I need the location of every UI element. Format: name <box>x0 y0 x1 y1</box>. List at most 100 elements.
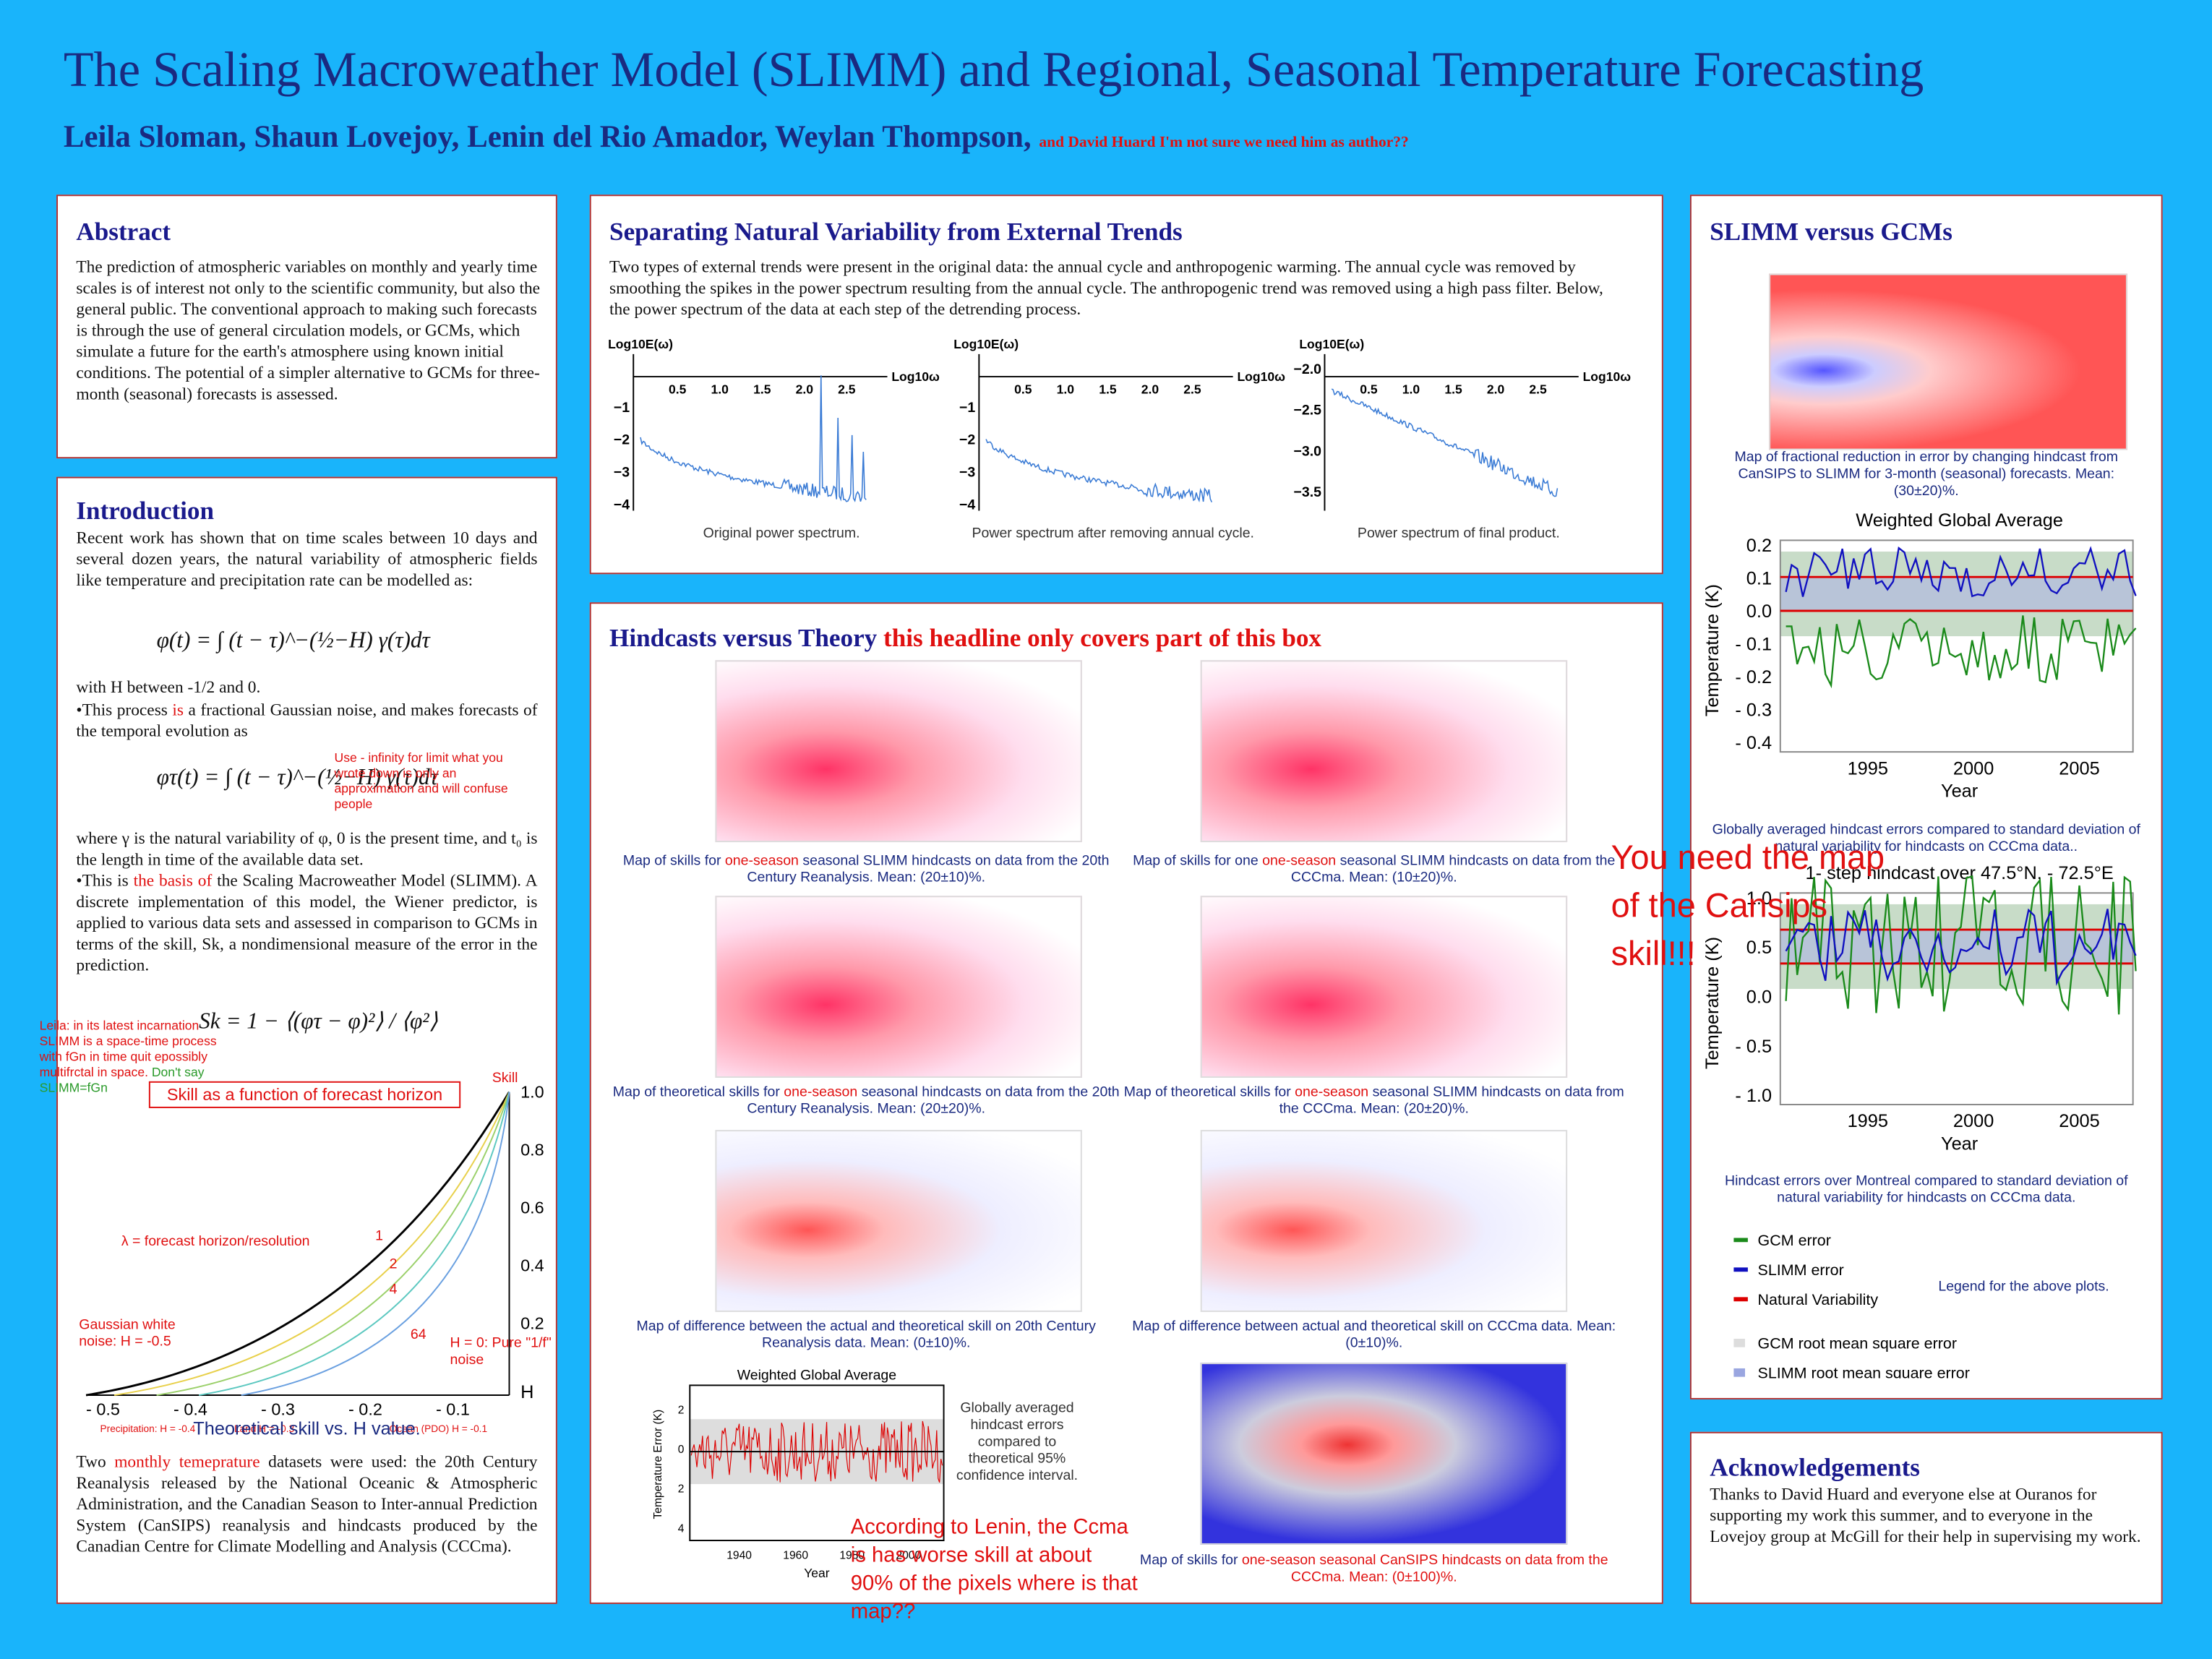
caption: Map of skills for one one-season seasona… <box>1113 854 1635 888</box>
y-tick-label: 1.0 <box>1746 888 1772 909</box>
x-tick-label: 1960 <box>783 1549 808 1561</box>
y-label: Log10E(ω) <box>953 337 1019 351</box>
x-tick-label: 1.5 <box>1444 382 1462 396</box>
curve <box>113 1092 510 1396</box>
text: seasonal SLIMM hindcasts on data from th… <box>1290 853 1616 886</box>
gcm-error <box>1785 875 2137 1015</box>
note: Ocean (PDO) H = -0.1 <box>390 1423 487 1434</box>
map <box>1200 1130 1568 1312</box>
y-label: Log10E(ω) <box>608 337 673 351</box>
equation: φ(t) = ∫ (t − τ)^−(½−H) γ(τ)dτ <box>156 629 430 653</box>
spectrum <box>1331 388 1559 497</box>
text: Leila: in its latest incarnation SLIMM i… <box>39 1018 217 1079</box>
caption: Map of theoretical skills for one-season… <box>605 1085 1127 1119</box>
text: this headline only covers part of this b… <box>883 623 1322 652</box>
text: Hindcasts versus Theory <box>609 623 878 652</box>
y-tick-label: 0.8 <box>520 1140 544 1159</box>
frame <box>689 1384 945 1542</box>
curve <box>199 1092 510 1396</box>
frame <box>1779 539 2134 753</box>
y-label: Temperature (K) <box>1702 937 1723 1069</box>
x-label: Year <box>804 1566 830 1580</box>
x-tick-label: 1.0 <box>1402 382 1420 396</box>
legend-label: SLIMM error <box>1758 1261 1844 1279</box>
text: Map of skills for <box>1139 1553 1242 1569</box>
comment: You need the map of the Cansips skill!!! <box>1611 839 1885 974</box>
separating-box: Separating Natural Variability from Exte… <box>589 194 1663 575</box>
text: Don't say SLIMM=fGn <box>39 1065 205 1095</box>
y-tick-label: 0.0 <box>1746 987 1772 1008</box>
map <box>1200 660 1568 843</box>
heading: Separating Natural Variability from Exte… <box>609 217 1183 246</box>
paragraph: where γ is the natural variability of φ,… <box>76 828 538 870</box>
text: Map of theoretical skills for <box>1123 1084 1295 1101</box>
y-tick-label: −4 <box>614 497 630 513</box>
author-list: Leila Sloman, Shaun Lovejoy, Lenin del R… <box>63 118 1032 154</box>
caption: Original power spectrum. <box>703 526 860 542</box>
text: Map of skills for one <box>1133 853 1263 870</box>
y-tick-label: −4 <box>959 497 975 513</box>
y-tick-label: 0 <box>678 1444 685 1456</box>
y-label: Temperature (K) <box>1702 584 1723 716</box>
text: Map of theoretical skills for <box>612 1084 784 1101</box>
x-tick-label: 2005 <box>2059 758 2099 779</box>
x-tick-label: 1.5 <box>1099 382 1117 396</box>
paragraph: •This process is a fractional Gaussian n… <box>76 700 537 742</box>
y-tick-label: - 0.3 <box>1735 700 1772 721</box>
text: seasonal hindcasts on data from the 20th… <box>747 1084 1120 1118</box>
text: the basis of <box>133 870 213 891</box>
y-tick-label: −3.0 <box>1294 443 1322 459</box>
abstract-text: The prediction of atmospheric variables … <box>76 257 541 404</box>
x-tick-label: 2.0 <box>1141 382 1159 396</box>
map <box>1200 1363 1568 1545</box>
ticks: 1.0 0.8 0.6 0.4 0.2 - 0.5 - 0.4 - 0.3 - 0.2 - 0.1… <box>86 1082 544 1434</box>
curve <box>85 1091 510 1397</box>
plot-title: 1- step hindcast over 47.5°N, - 72.5°E <box>1806 863 2114 883</box>
y-tick-label: −2.5 <box>1294 403 1322 419</box>
paragraph: Recent work has shown that on time scale… <box>76 527 538 590</box>
x-label: Log10ω <box>891 369 940 384</box>
x-tick-label: 2.5 <box>1529 382 1547 396</box>
caption: Globally averaged hindcast errors compar… <box>956 1400 1079 1484</box>
author-note: and David Huard I'm not sure we need him… <box>1039 134 1409 151</box>
x-tick-label: - 0.2 <box>348 1399 382 1418</box>
caption: Map of fractional reduction in error by … <box>1734 450 2118 500</box>
text: •This is <box>76 870 134 891</box>
caption: Hindcast errors over Montreal compared t… <box>1724 1173 2128 1206</box>
hindcasts-box: Hindcasts versus Theory this headline on… <box>589 602 1663 1604</box>
x-tick-label: 0.5 <box>1360 382 1378 396</box>
text: •This process <box>76 699 173 720</box>
legend: GCM error SLIMM error Natural Variability G… <box>1733 1232 2109 1379</box>
plot-title: Weighted Global Average <box>737 1368 896 1384</box>
y-tick-label: 0.2 <box>1746 536 1772 556</box>
text: the Scaling Macroweather Model (SLIMM). … <box>76 870 538 975</box>
x-tick-label: 1995 <box>1848 758 1888 779</box>
caption: Globally averaged hindcast errors compar… <box>1712 822 2140 855</box>
map <box>715 1130 1082 1312</box>
y-tick-label: 1.0 <box>520 1082 544 1101</box>
x-label: Year <box>1941 781 1979 802</box>
curve <box>241 1092 510 1396</box>
legend-note: Legend for the above plots. <box>1938 1279 2109 1295</box>
annotation: λ = forecast horizon/resolution <box>121 1233 310 1249</box>
montreal-plot: 1- step hindcast over 47.5°N, - 72.5°E 1.… <box>1702 863 2137 1154</box>
comment: According to Lenin, the Ccma is has wors… <box>850 1514 1138 1624</box>
y-tick-label: −2 <box>959 432 975 448</box>
caption: Power spectrum of final product. <box>1357 526 1560 542</box>
legend-label: SLIMM root mean square error <box>1758 1365 1970 1379</box>
text: seasonal SLIMM hindcasts on data from th… <box>1279 1084 1624 1118</box>
text: a fractional Gaussian noise, and makes f… <box>76 699 538 741</box>
frame <box>1779 892 2134 1106</box>
y-tick-label: - 0.4 <box>1735 733 1772 753</box>
heading: Acknowledgements <box>1710 1453 1920 1482</box>
introduction-box: Introduction Recent work has shown that … <box>56 476 557 1604</box>
text: Two <box>76 1452 115 1472</box>
y-tick-label: −3.5 <box>1294 484 1322 500</box>
gcm-box: SLIMM versus GCMs Map of fractional redu… <box>1689 194 2163 1399</box>
authors: Leila Sloman, Shaun Lovejoy, Lenin del R… <box>64 119 1409 155</box>
x-label: H <box>520 1382 533 1402</box>
x-tick-label: - 0.3 <box>261 1399 295 1418</box>
x-label: Log10ω <box>1583 369 1632 384</box>
text: one-season <box>1262 853 1337 870</box>
heading: SLIMM versus GCMs <box>1710 217 1952 246</box>
